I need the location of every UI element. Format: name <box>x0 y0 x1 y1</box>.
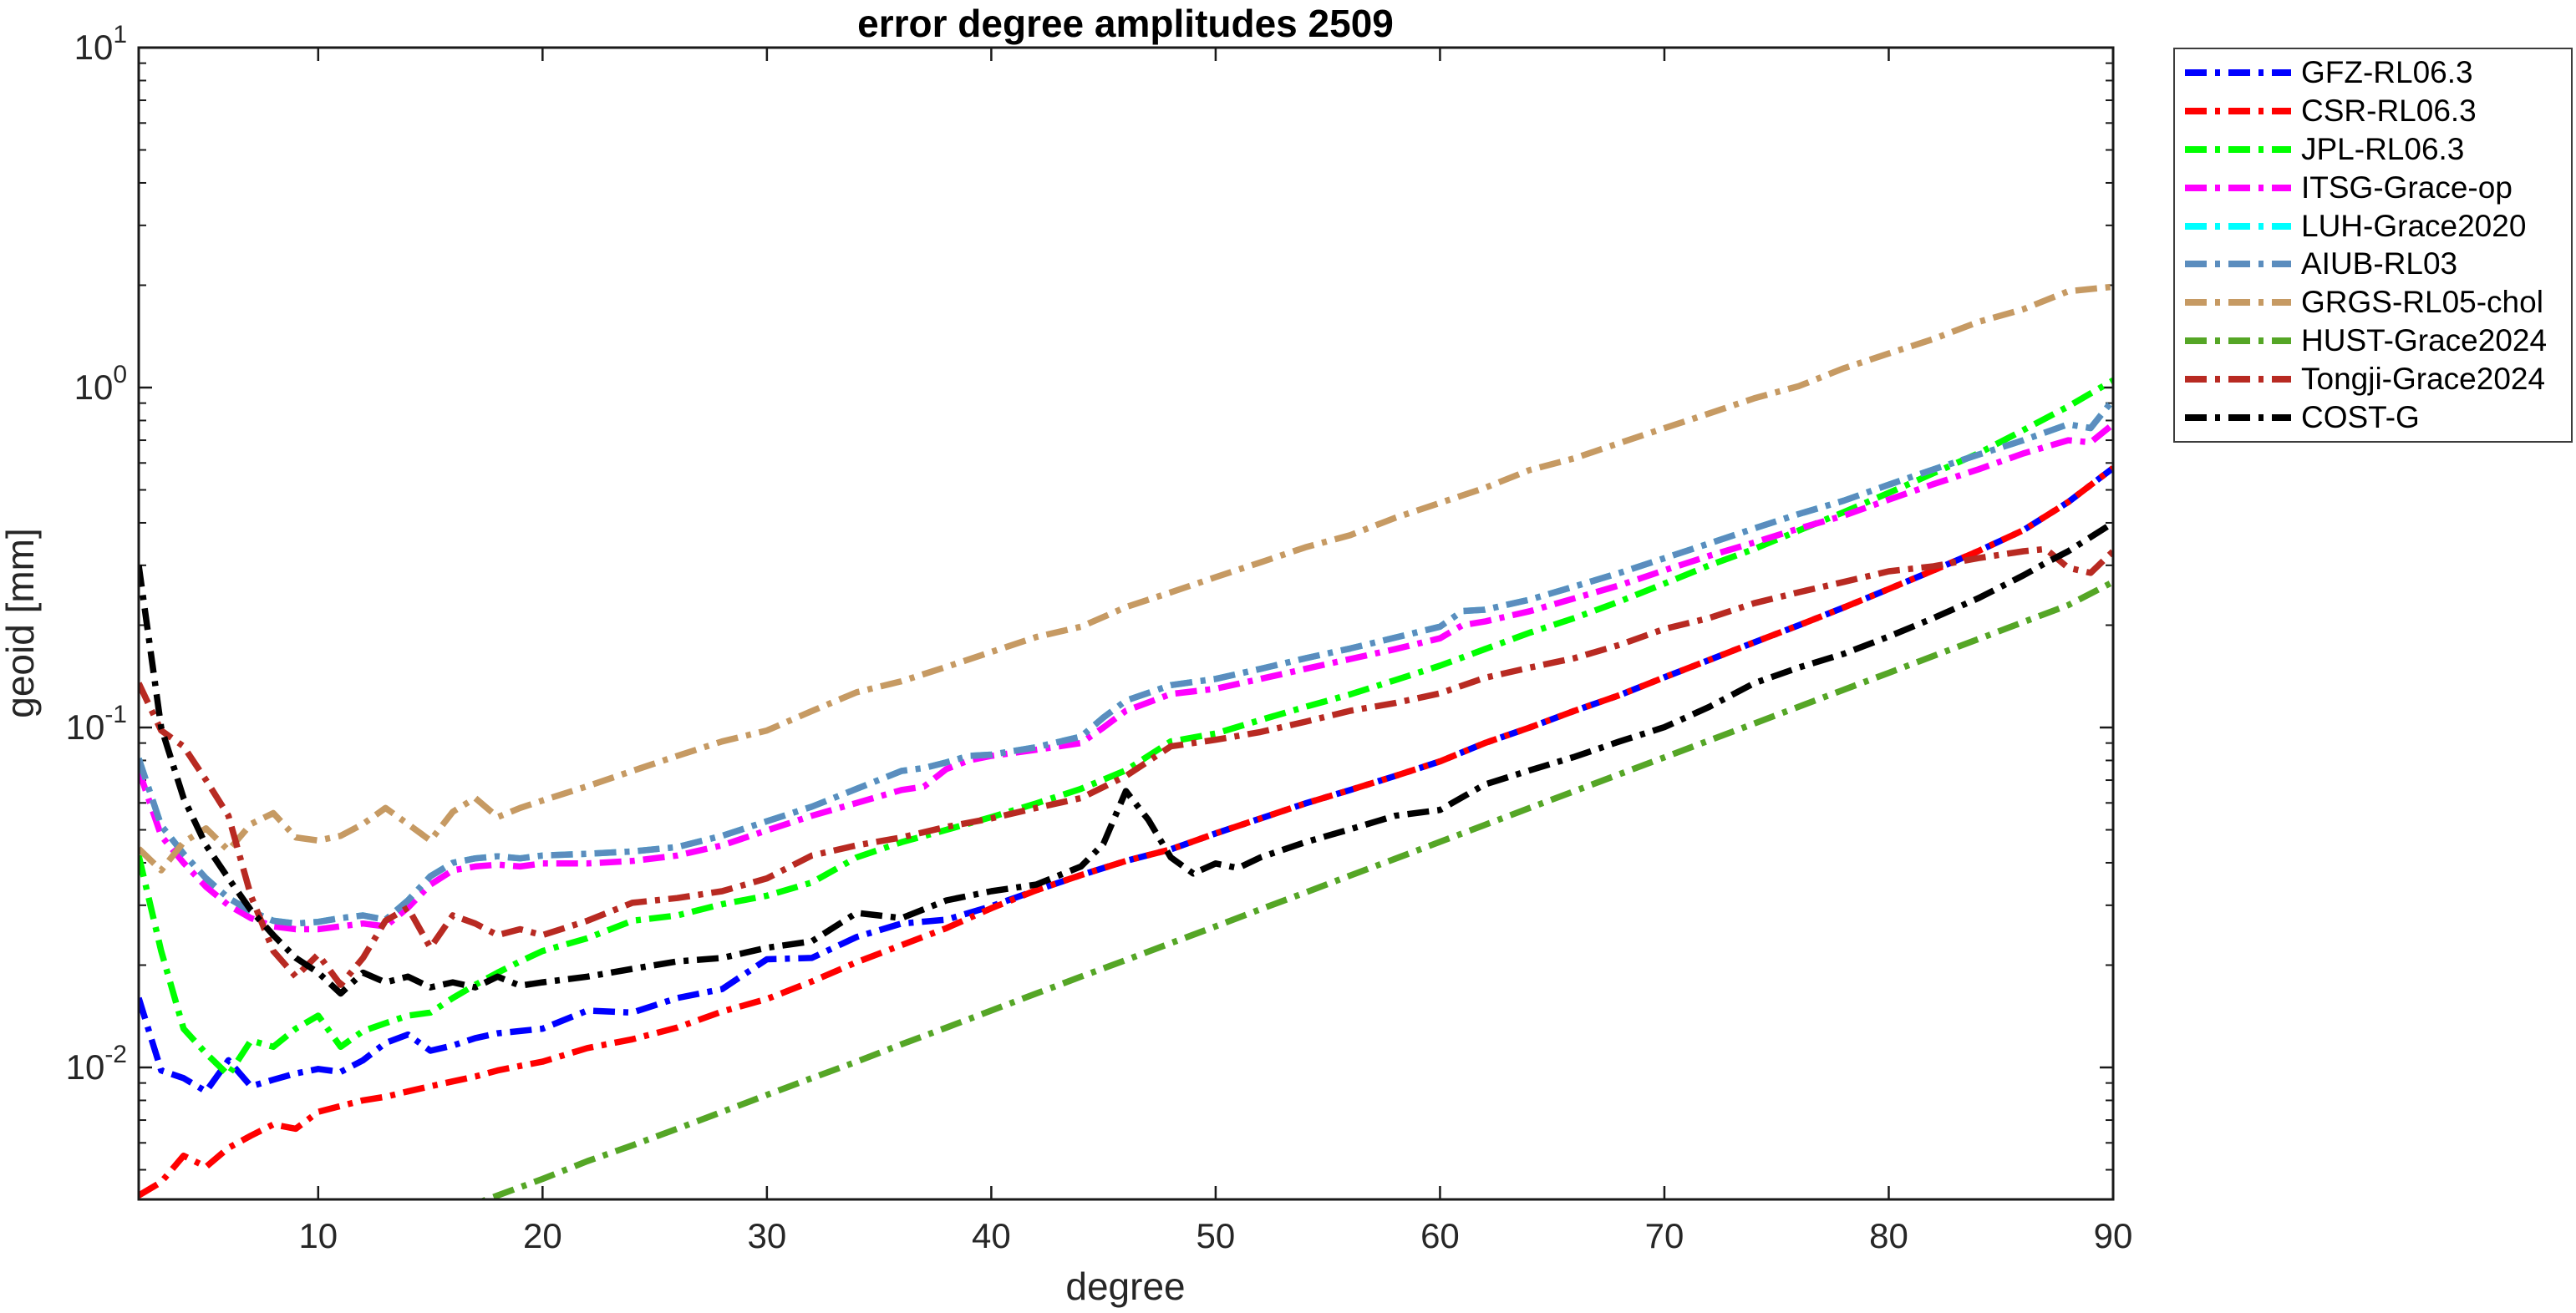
legend-item: GFZ-RL06.3 <box>2185 54 2571 91</box>
legend-line-sample <box>2185 184 2291 191</box>
x-tick-label: 80 <box>1869 1216 1908 1255</box>
legend-item: AIUB-RL03 <box>2185 246 2571 282</box>
x-tick-label: 50 <box>1197 1216 1236 1255</box>
legend-line-sample <box>2185 261 2291 268</box>
legend-label: HUST-Grace2024 <box>2301 323 2548 358</box>
legend-line-sample <box>2185 145 2291 153</box>
legend-item: GRGS-RL05-chol <box>2185 284 2571 321</box>
legend-label: JPL-RL06.3 <box>2301 131 2465 166</box>
series-line-COST-G <box>139 520 2113 997</box>
y-axis-label: geoid [mm] <box>0 528 42 718</box>
y-tick-label: 10-2 <box>66 1041 127 1087</box>
series-line-JPL-RL06.3 <box>139 378 2113 1078</box>
x-tick-label: 10 <box>298 1216 338 1255</box>
legend-item: LUH-Grace2020 <box>2185 208 2571 245</box>
legend-item: Tongji-Grace2024 <box>2185 361 2571 398</box>
legend-item: CSR-RL06.3 <box>2185 93 2571 129</box>
legend-label: GRGS-RL05-chol <box>2301 285 2543 320</box>
series-line-GRGS-RL05-chol <box>139 283 2113 874</box>
axes: 10 20 30 40 50 60 70 80 90 101 100 10-1 10-2 <box>66 21 2133 1255</box>
y-tick-label: 101 <box>74 21 127 67</box>
series-line-ITSG-Grace-op <box>139 421 2113 933</box>
series-line-Tongji-Grace2024 <box>139 545 2113 988</box>
legend-label: GFZ-RL06.3 <box>2301 54 2473 89</box>
legend-item: JPL-RL06.3 <box>2185 131 2571 168</box>
series-line-GFZ-RL06.3 <box>139 465 2113 1095</box>
data-series <box>139 283 2113 1199</box>
x-tick-label: 20 <box>523 1216 562 1255</box>
x-axis-label: degree <box>1065 1265 1185 1308</box>
chart-title: error degree amplitudes 2509 <box>857 2 1394 45</box>
legend-label: Tongji-Grace2024 <box>2301 362 2546 397</box>
x-tick-label: 40 <box>972 1216 1011 1255</box>
y-tick-label: 10-1 <box>66 701 127 747</box>
x-tick-label: 60 <box>1420 1216 1460 1255</box>
legend-item: HUST-Grace2024 <box>2185 322 2571 359</box>
legend-line-sample <box>2185 107 2291 114</box>
series-line-HUST-Grace2024 <box>478 579 2113 1199</box>
legend-line-sample <box>2185 376 2291 383</box>
axes-box <box>137 46 2115 1201</box>
plot-box <box>137 46 2115 1201</box>
x-tick-label: 70 <box>1645 1216 1684 1255</box>
legend: GFZ-RL06.3 CSR-RL06.3 JPL-RL06.3 ITSG-Grace… <box>2173 48 2573 443</box>
legend-label: COST-G <box>2301 400 2420 435</box>
series-line-AIUB-RL03 <box>139 398 2113 927</box>
legend-label: AIUB-RL03 <box>2301 246 2458 281</box>
x-tick-label: 30 <box>748 1216 787 1255</box>
legend-line-sample <box>2185 414 2291 422</box>
legend-label: CSR-RL06.3 <box>2301 93 2477 128</box>
legend-line-sample <box>2185 68 2291 76</box>
x-tick-label: 90 <box>2094 1216 2133 1255</box>
legend-item: ITSG-Grace-op <box>2185 170 2571 206</box>
y-tick-label: 100 <box>74 361 127 407</box>
legend-label: ITSG-Grace-op <box>2301 170 2512 205</box>
legend-line-sample <box>2185 299 2291 307</box>
legend-line-sample <box>2185 222 2291 230</box>
legend-item: COST-G <box>2185 399 2571 436</box>
series-line-CSR-RL06.3 <box>139 465 2113 1199</box>
legend-line-sample <box>2185 337 2291 345</box>
legend-label: LUH-Grace2020 <box>2301 208 2527 243</box>
